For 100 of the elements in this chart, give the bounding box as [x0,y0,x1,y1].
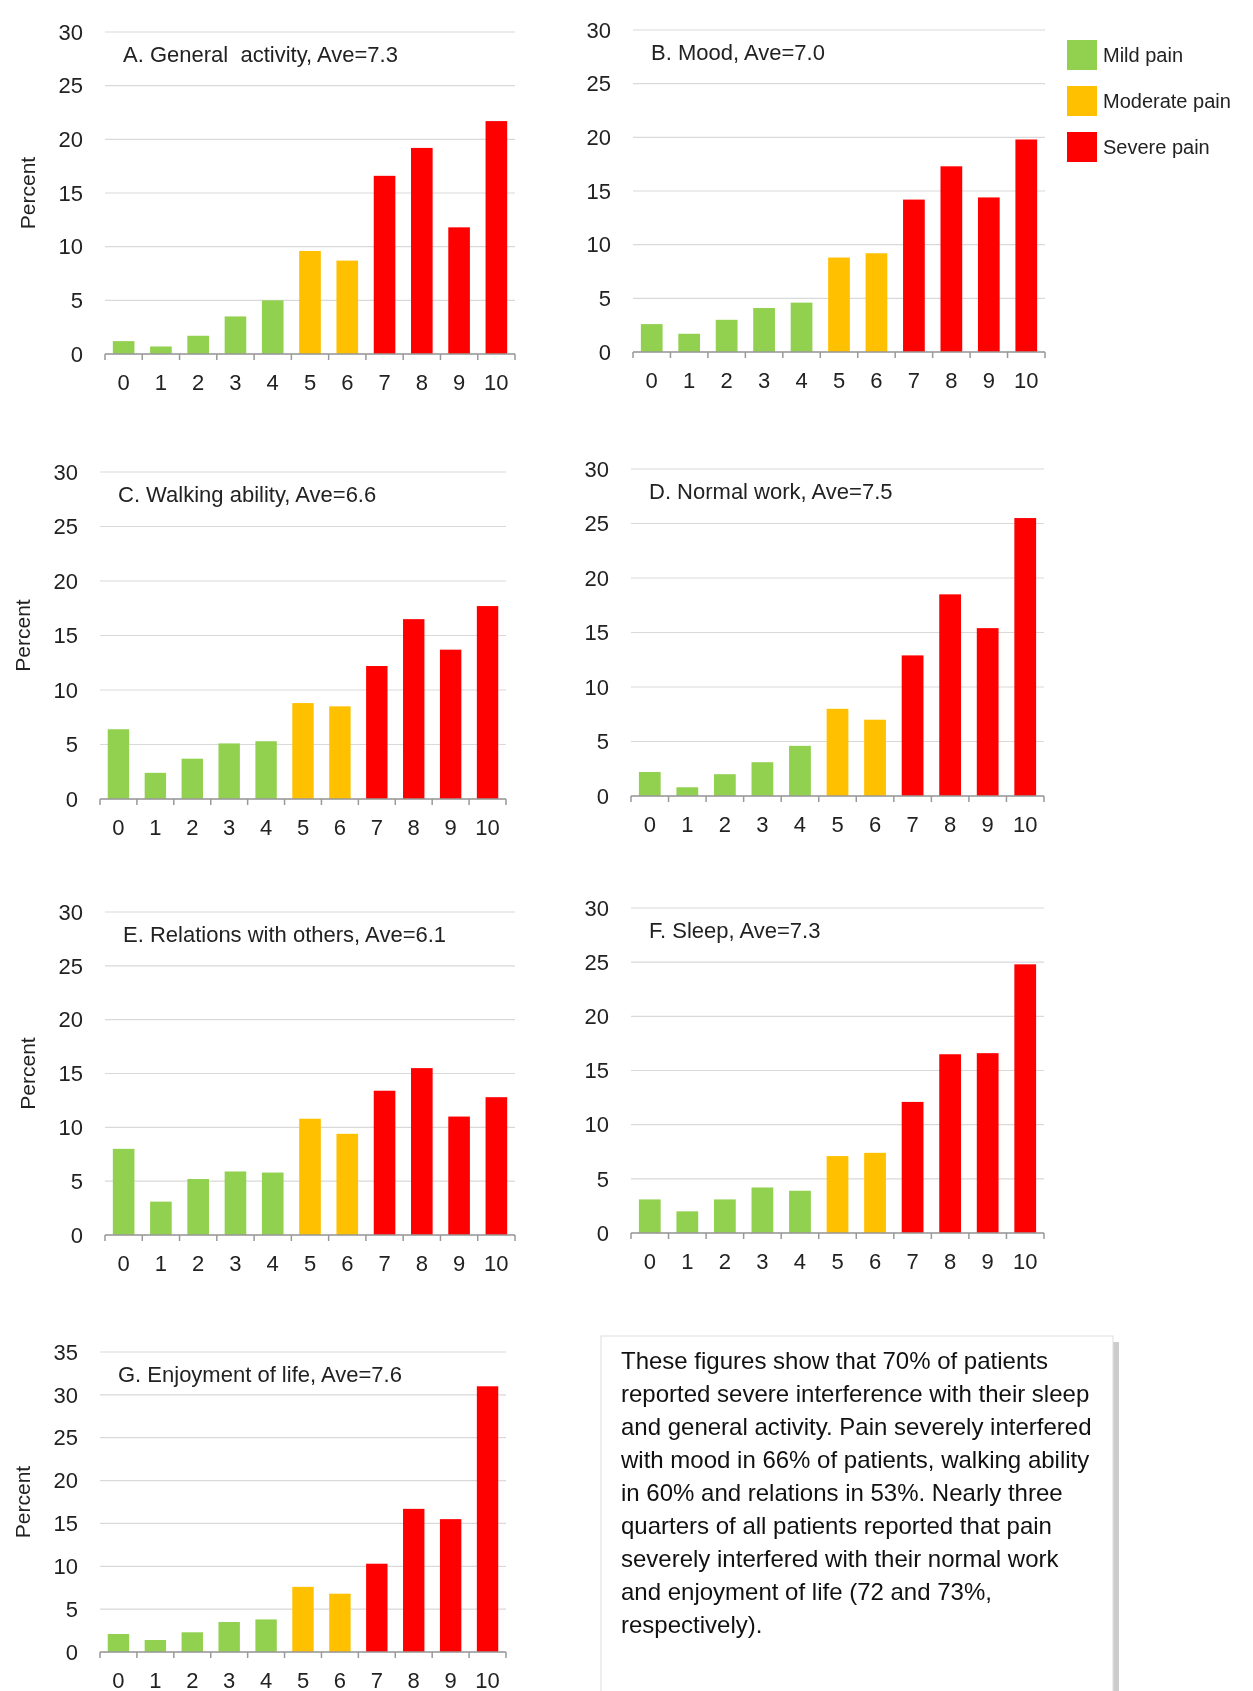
y-tick-label: 0 [65,786,78,812]
x-tick-label: 4 [259,815,273,840]
x-tick-label: 7 [378,370,391,395]
y-tick-label: 5 [596,1166,609,1192]
x-tick-label: 6 [333,1668,347,1691]
bar [255,741,277,799]
x-tick-label: 1 [149,815,162,840]
x-tick-label: 5 [831,1249,844,1274]
bar [901,655,924,796]
x-tick-label: 7 [370,1668,383,1691]
bar [224,1171,247,1235]
bar [150,1201,172,1235]
x-tick-label: 1 [149,1668,162,1691]
x-tick-label: 9 [981,812,994,837]
y-tick-label: 0 [596,783,609,809]
y-tick-label: 30 [584,895,609,921]
x-tick-label: 9 [444,1668,457,1691]
x-tick-label: 10 [484,370,509,395]
bar [181,758,203,799]
y-tick-label: 15 [58,1061,83,1087]
y-tick-label: 25 [58,953,83,979]
y-tick-label: 25 [58,73,83,99]
bar [826,708,849,796]
bar [329,706,351,799]
bar [751,1187,774,1233]
bar [476,606,499,799]
bar [181,1632,203,1652]
bar [751,762,774,796]
x-tick-label: 8 [407,815,420,840]
bar [261,300,284,354]
y-tick-label: 20 [58,127,83,153]
y-tick-label: 5 [70,288,83,314]
x-tick-label: 7 [370,815,383,840]
bar [976,628,999,796]
x-tick-label: 0 [643,1249,656,1274]
text: G. Enjoyment of life, Ave=7.6 [118,1362,402,1387]
bar [865,253,888,352]
x-tick-label: 4 [793,812,807,837]
bar [476,1386,499,1652]
y-axis-title: Percent [16,1037,39,1110]
x-tick-label: 1 [154,370,168,395]
bar [485,1097,508,1235]
y-tick-label: 25 [586,71,611,97]
x-tick-label: 3 [223,1668,236,1691]
x-tick-label: 0 [117,1251,130,1276]
y-tick-label: 25 [584,511,609,537]
bar [187,335,209,354]
bar [901,1101,924,1233]
x-tick-label: 3 [756,1249,769,1274]
bar [187,1179,209,1235]
x-tick-label: 5 [303,1251,317,1276]
bar [789,1190,811,1233]
y-tick-label: 5 [70,1168,83,1194]
legend-label: Severe pain [1103,136,1210,158]
y-axis-title: Percent [11,1465,34,1539]
y-tick-label: 0 [598,339,611,365]
text: E. Relations with others, Ave=6.1 [123,922,447,947]
bar [789,745,811,796]
x-tick-label: 5 [296,1668,310,1691]
y-axis-title: Percent [16,156,39,230]
y-tick-label: 25 [53,1425,78,1451]
bar [112,1148,135,1235]
bar [366,1563,388,1652]
bar [1015,139,1038,352]
x-tick-label: 10 [1012,1249,1038,1274]
text: F. Sleep, Ave=7.3 [649,918,821,943]
text: B. Mood, Ave=7.0 [651,40,825,65]
x-tick-label: 2 [192,370,205,395]
bar [977,197,1000,352]
x-tick-label: 0 [117,370,130,395]
y-tick-label: 30 [53,459,78,485]
x-tick-label: 6 [868,1249,882,1274]
bar [678,333,701,352]
x-tick-label: 3 [229,370,242,395]
bar [336,260,359,354]
bar [713,774,736,796]
x-tick-label: 7 [906,1249,919,1274]
y-tick-label: 10 [586,232,611,258]
x-tick-label: 0 [645,368,658,393]
bar [112,341,135,354]
bar [939,594,962,796]
y-tick-label: 15 [584,620,609,646]
bar [373,1090,396,1235]
x-tick-label: 3 [229,1251,242,1276]
bar [1014,964,1037,1233]
x-tick-label: 10 [1012,812,1038,837]
x-tick-label: 5 [831,812,844,837]
bar [366,666,388,799]
x-tick-label: 5 [832,368,846,393]
x-tick-label: 5 [296,815,310,840]
x-tick-label: 8 [415,1251,428,1276]
bar [373,175,396,354]
bar [715,319,738,352]
y-tick-label: 5 [598,286,611,312]
x-tick-label: 7 [907,368,921,393]
y-tick-label: 5 [65,732,78,758]
bar [640,324,663,352]
x-tick-label: 10 [475,1668,500,1691]
bar [411,1068,433,1235]
text: A. General activity, Ave=7.3 [123,42,398,67]
